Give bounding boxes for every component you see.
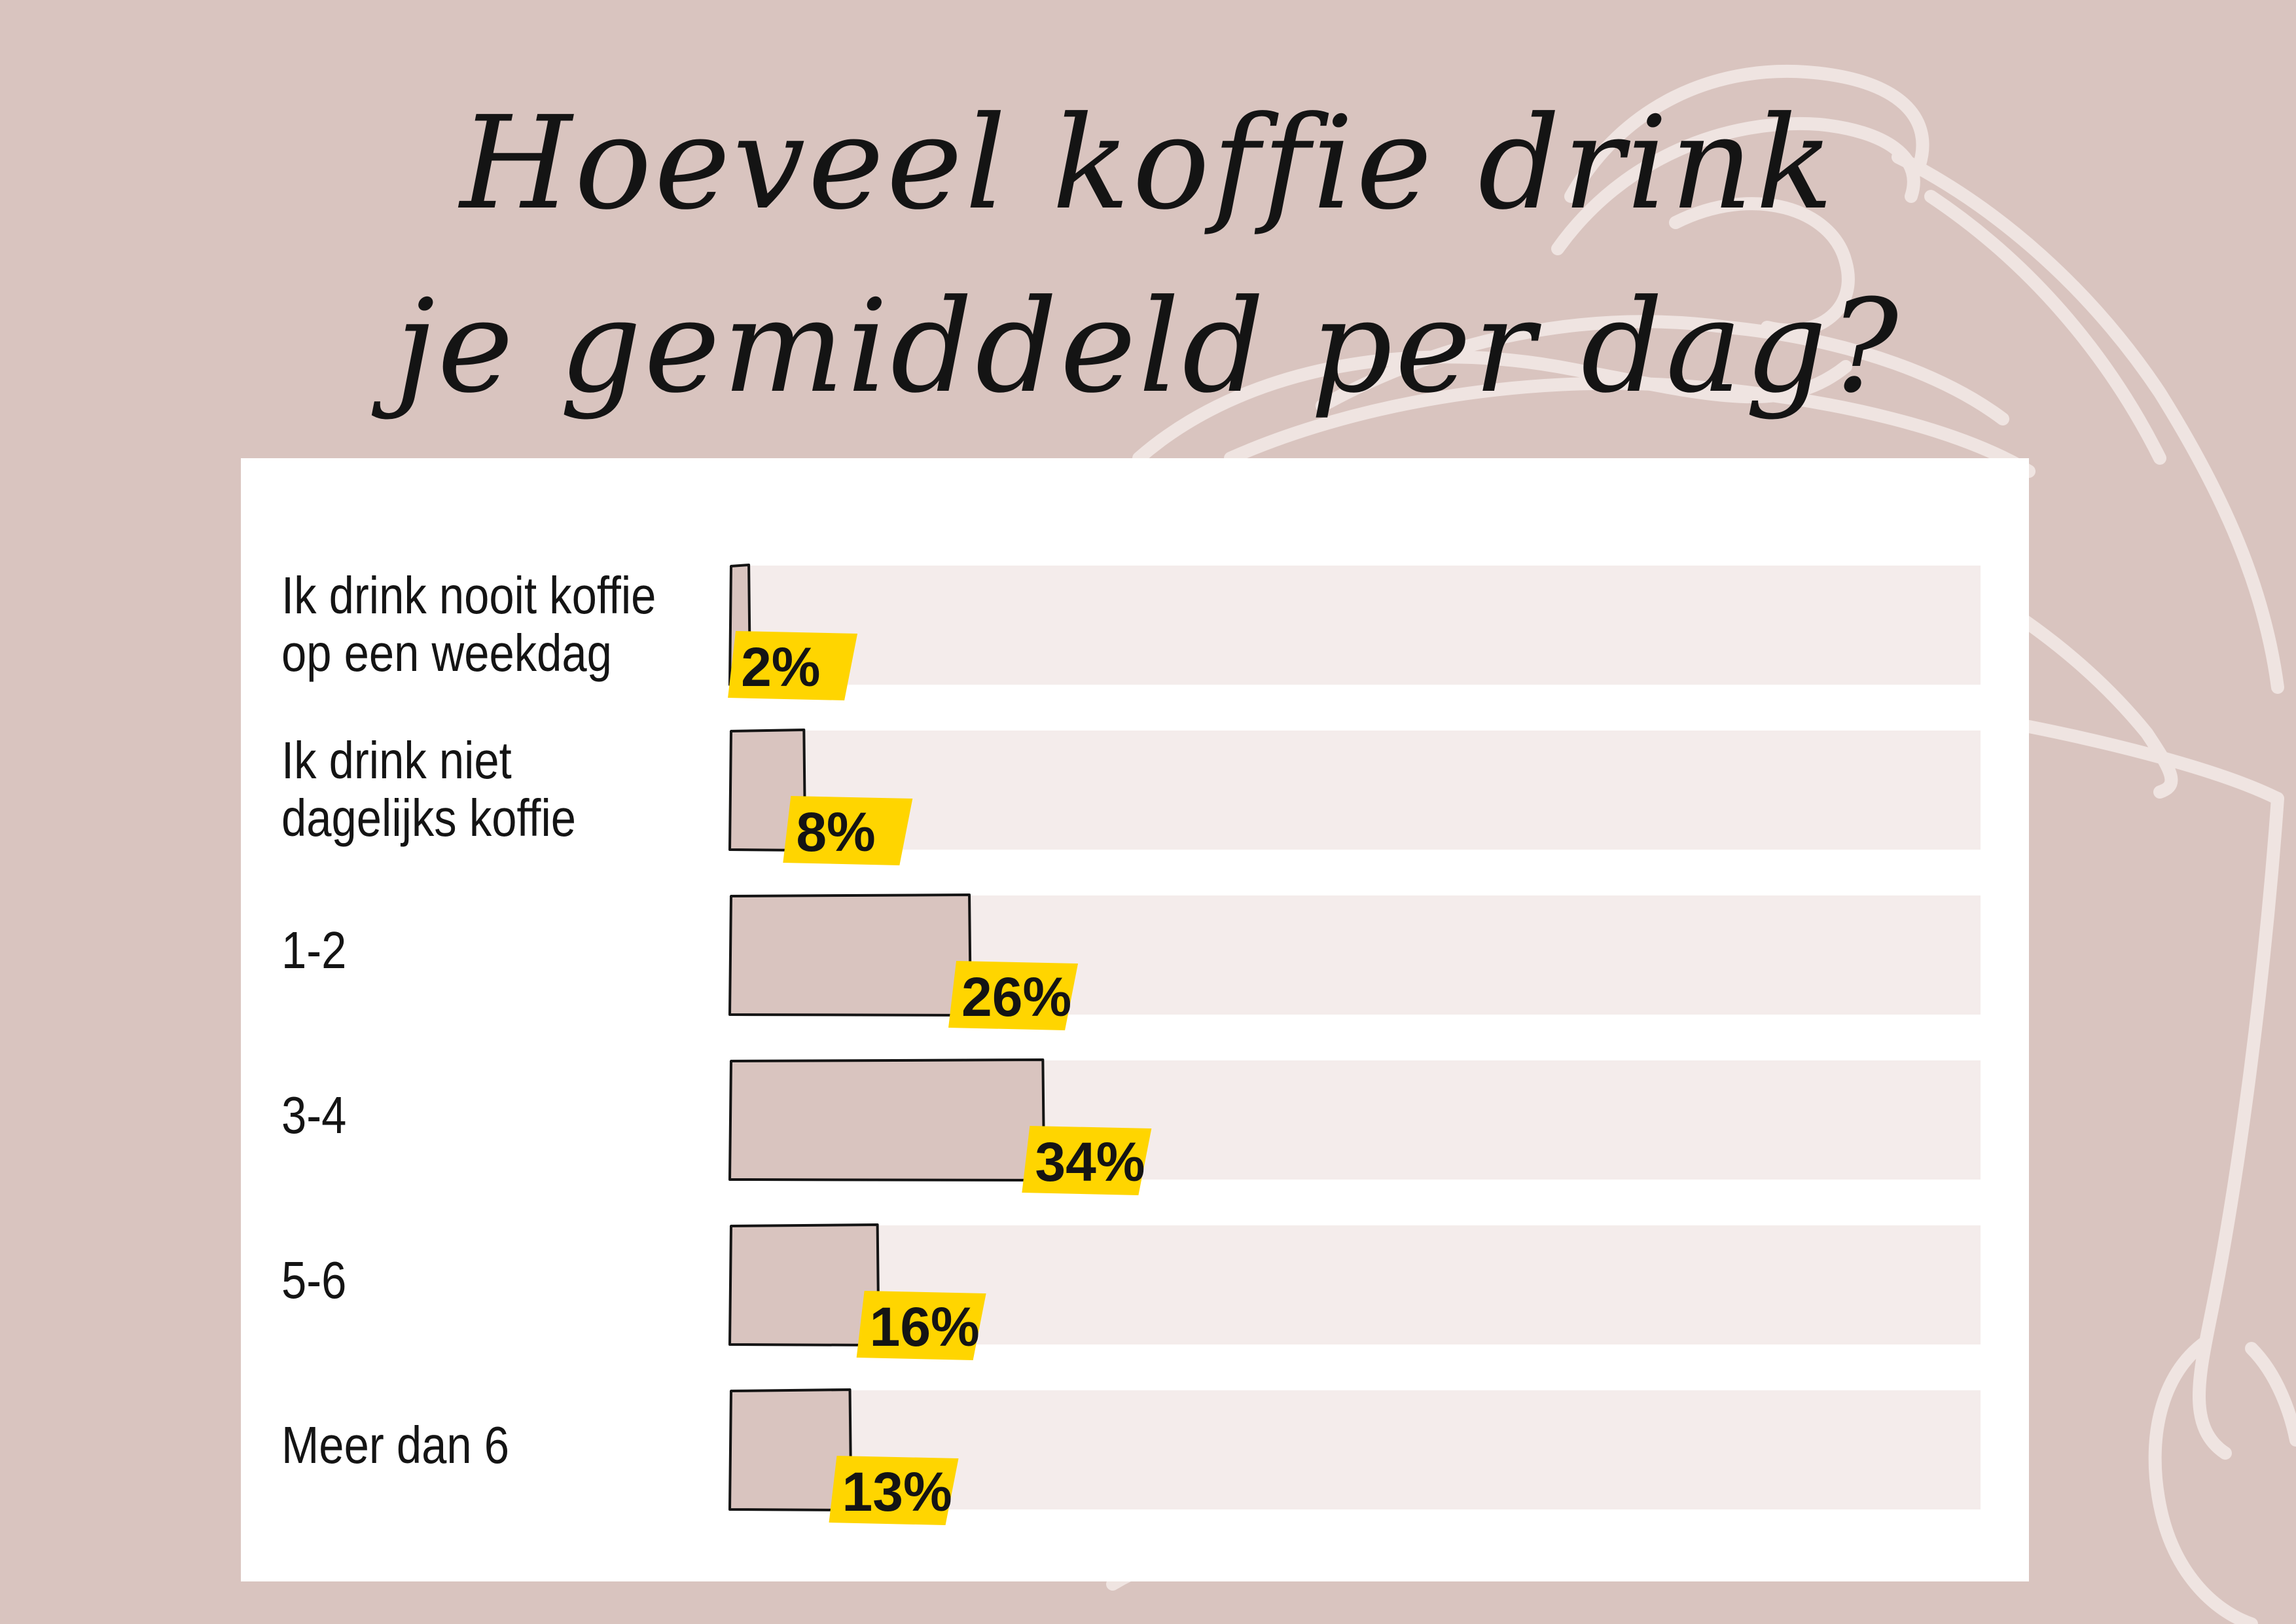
bar — [730, 1390, 850, 1509]
category-label-line: Meer dan 6 — [281, 1416, 510, 1474]
value-label: 16% — [870, 1296, 980, 1358]
category-label-line: 1-2 — [281, 921, 347, 979]
category-label: Meer dan 6 — [281, 1416, 509, 1474]
value-label: 34% — [1035, 1131, 1145, 1193]
value-label-badge — [856, 1291, 986, 1360]
value-label: 2% — [741, 636, 820, 698]
value-label-badge — [829, 1456, 959, 1525]
category-label-line: dagelijks koffie — [281, 789, 577, 847]
value-label-badge — [948, 961, 1079, 1030]
value-label-badge — [1022, 1126, 1152, 1195]
category-label: 1-2 — [281, 922, 346, 979]
category-label: 3-4 — [281, 1087, 346, 1144]
chart-title: Hoeveel koffie drink je gemiddeld per da… — [0, 72, 2296, 439]
bar-chart: 2% 8% 26% 34% 16% 13% — [728, 564, 1981, 1525]
value-label: 13% — [842, 1461, 952, 1523]
bar-track — [730, 566, 1981, 685]
category-label-line: 5-6 — [281, 1251, 347, 1309]
bar — [730, 1225, 878, 1344]
bar-track — [730, 731, 1981, 850]
bar — [730, 1060, 1043, 1180]
category-label-line: Ik drink niet — [281, 731, 512, 789]
value-label: 26% — [961, 966, 1071, 1028]
category-label: Ik drink niet dagelijks koffie — [281, 732, 576, 847]
value-label: 8% — [796, 801, 875, 863]
category-label-line: op een weekdag — [281, 624, 612, 682]
chart-panel: Ik drink nooit koffie op een weekdag Ik dr… — [241, 458, 2029, 1581]
category-label-line: Ik drink nooit koffie — [281, 566, 656, 624]
category-label: Ik drink nooit koffie op een weekdag — [281, 567, 656, 682]
bar — [730, 895, 970, 1015]
chart-title-line-1: Hoeveel koffie drink — [459, 89, 1837, 238]
category-label: 5-6 — [281, 1252, 346, 1309]
chart-title-line-2: je gemiddeld per dag? — [395, 272, 1901, 422]
value-label-badge — [783, 796, 913, 865]
value-label-badge — [728, 631, 858, 700]
category-label-line: 3-4 — [281, 1086, 347, 1144]
